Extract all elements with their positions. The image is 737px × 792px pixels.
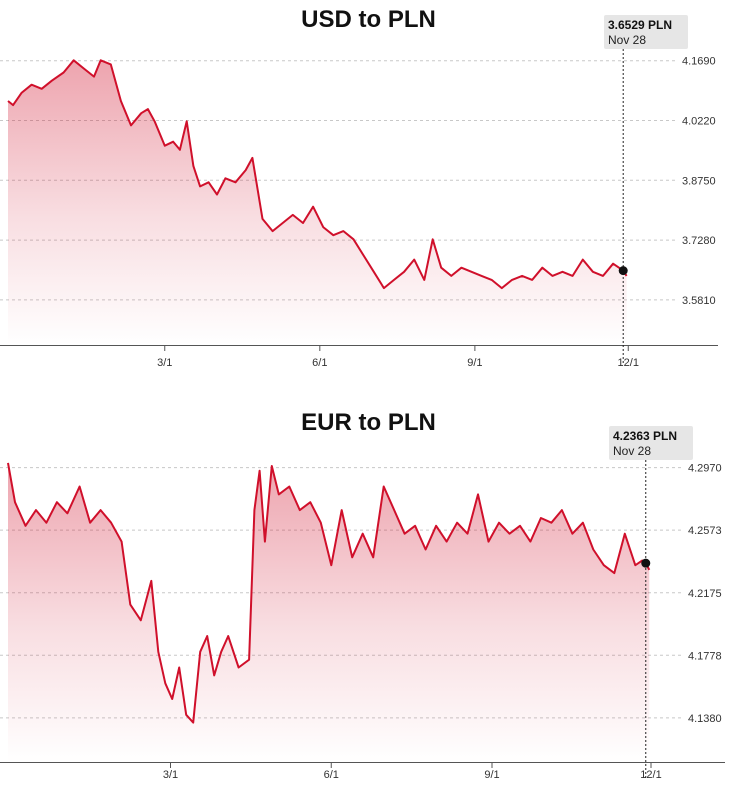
y-tick-label: 4.2970 [688, 463, 722, 475]
x-tick-label: 6/1 [312, 357, 327, 369]
tooltip-date: Nov 28 [608, 33, 646, 47]
y-tick-label: 4.1380 [688, 713, 722, 725]
tooltip-box [609, 426, 693, 460]
usd-pln-plot[interactable]: 4.1690 4.0220 3.8750 3.7280 3.5810 3/1 6/1 9/1 1… [0, 0, 737, 385]
series-line[interactable] [7, 59, 628, 290]
x-tick-label: 12/1 [618, 357, 639, 369]
y-tick-label: 4.1778 [688, 650, 722, 662]
y-tick-label: 3.7280 [682, 235, 716, 247]
y-tick-label: 4.1690 [682, 56, 716, 68]
y-tick-label: 3.5810 [682, 295, 716, 307]
eur-pln-plot[interactable]: 4.2970 4.2573 4.2175 4.1778 4.1380 3/1 6/1 9/1 1… [0, 400, 737, 792]
x-tick-label: 9/1 [484, 769, 499, 781]
y-tick-label: 3.8750 [682, 175, 716, 187]
x-tick-label: 3/1 [157, 357, 172, 369]
usd-pln-chart-panel: USD to PLN 4.1690 4.0220 3.8750 3.7280 3.581… [0, 0, 737, 385]
value-marker[interactable] [618, 266, 628, 276]
x-tick-label: 3/1 [163, 769, 178, 781]
tooltip-date: Nov 28 [613, 444, 651, 458]
series-area [8, 60, 627, 346]
x-tick-label: 9/1 [467, 357, 482, 369]
tooltip-value: 4.2363 PLN [613, 429, 677, 443]
tooltip-box [604, 15, 688, 49]
series-area [8, 462, 650, 762]
y-tick-label: 4.2573 [688, 525, 722, 537]
x-tick-label: 12/1 [640, 769, 661, 781]
eur-pln-chart-panel: EUR to PLN 4.2970 4.2573 4.2175 4.1778 4.138… [0, 400, 737, 792]
chart-title: EUR to PLN [301, 409, 436, 436]
chart-title: USD to PLN [301, 6, 436, 33]
series-line[interactable] [7, 462, 651, 724]
tooltip-value: 3.6529 PLN [608, 18, 672, 32]
value-marker[interactable] [641, 558, 651, 568]
x-tick-label: 6/1 [324, 769, 339, 781]
y-tick-label: 4.0220 [682, 116, 716, 128]
y-tick-label: 4.2175 [688, 588, 722, 600]
